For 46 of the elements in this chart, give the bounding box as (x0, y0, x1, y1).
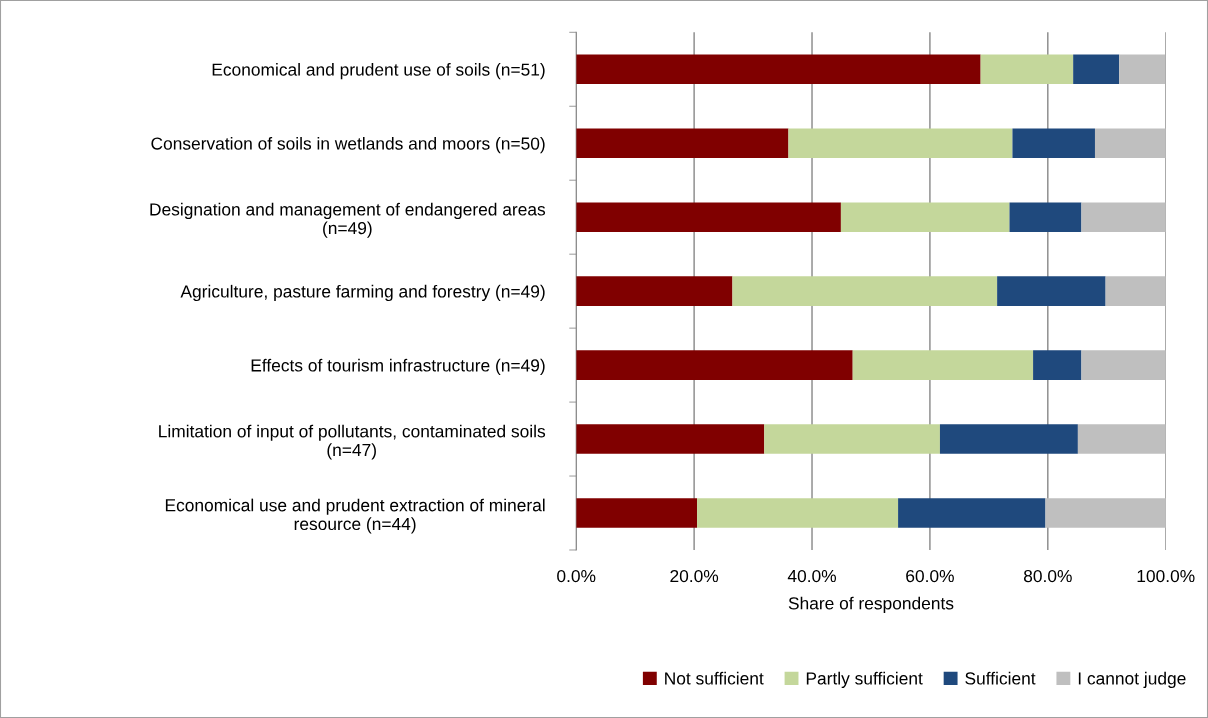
legend-label: Sufficient (965, 671, 1036, 685)
bar (1094, 128, 1166, 159)
bar (576, 202, 841, 232)
bar (1119, 54, 1166, 85)
bar (1009, 202, 1082, 232)
y-tick-label: Economical and prudent use of soils (n=51) (212, 63, 545, 80)
bar (997, 276, 1106, 306)
y-tick-label: Designation and management of endangered areas (n=49) (150, 202, 546, 238)
y-tick-label: Agriculture, pasture farming and forestry (n=49) (180, 284, 545, 302)
bar (1012, 128, 1095, 159)
bar (1033, 350, 1082, 380)
bar (939, 424, 1078, 454)
x-tick-label: 80.0% (1023, 569, 1072, 583)
bar (576, 424, 765, 454)
y-tick-label: Limitation of input of pollutants, contaminated soils (n=47) (159, 424, 546, 460)
bar (1081, 350, 1166, 380)
bar (898, 498, 1046, 528)
x-tick-label: 100.0% (1137, 569, 1195, 583)
y-tick-label: Effects of tourism infrastructure (n=49) (251, 358, 545, 375)
bar (1077, 424, 1166, 454)
bar (980, 54, 1074, 85)
y-tick-label: Conservation of soils in wetlands and moors (n=50) (151, 136, 545, 154)
bar (1105, 276, 1166, 306)
bar (576, 276, 733, 306)
bar (576, 54, 981, 85)
x-tick-label: 20.0% (670, 569, 719, 583)
x-tick-label: 0.0% (557, 569, 596, 583)
x-tick-label: 60.0% (906, 569, 954, 583)
bar (764, 424, 940, 454)
bar (697, 498, 899, 528)
legend-label: Partly sufficient (806, 671, 923, 689)
bar (576, 498, 698, 528)
x-tick-label: 40.0% (787, 569, 837, 583)
bar (732, 276, 998, 306)
bar (852, 350, 1034, 380)
bar (576, 350, 853, 380)
bar (576, 128, 789, 159)
x-axis-title: Share of respondents (788, 596, 954, 613)
bar (1073, 54, 1120, 85)
y-tick-label: Economical use and prudent extraction of mineral resource (n=44) (165, 498, 545, 534)
legend-label: Not sufficient (665, 671, 764, 685)
bar (840, 202, 1010, 232)
bar (1045, 498, 1166, 528)
bar (1081, 202, 1166, 232)
legend-label: I cannot judge (1078, 671, 1186, 689)
bar (788, 128, 1013, 159)
